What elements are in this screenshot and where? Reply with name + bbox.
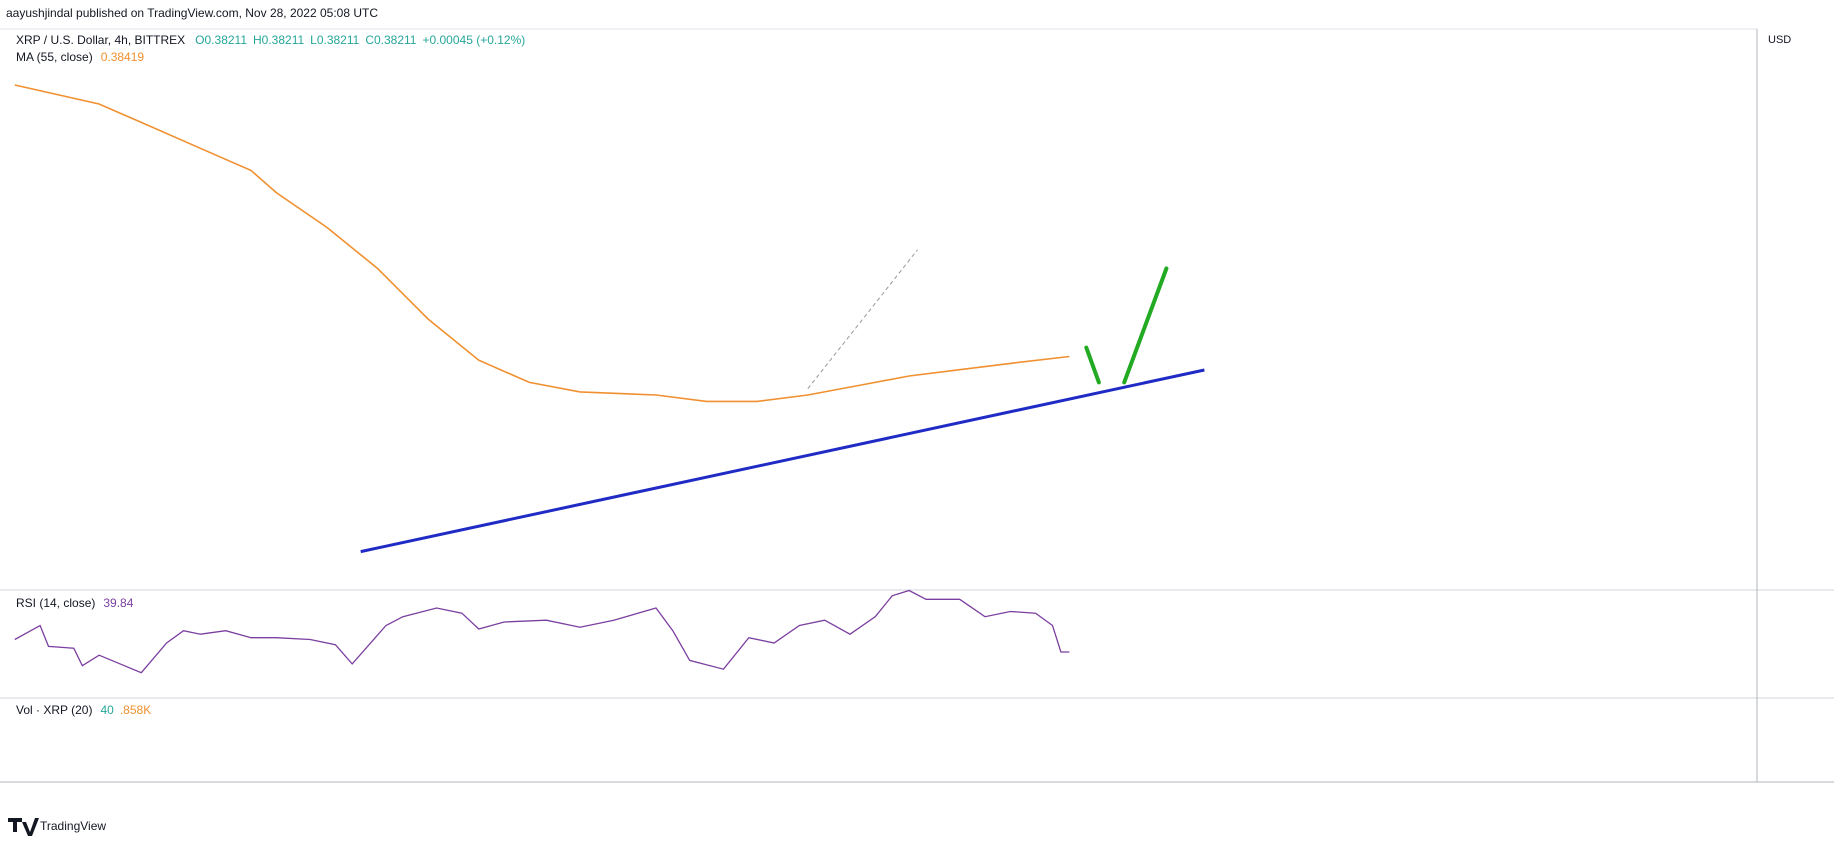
volume-ma-last: .858K	[120, 703, 151, 717]
ma-last: 0.38419	[101, 50, 145, 64]
rsi-pane	[0, 593, 1757, 698]
published-note: aayushjindal published on TradingView.co…	[6, 6, 378, 20]
logo-icon	[8, 818, 39, 836]
ma-legend: MA (55, close) 0.38419	[16, 50, 144, 64]
ohlc-open: O0.38211	[195, 33, 247, 47]
projection-arrow	[1122, 266, 1169, 385]
legend-row: XRP / U.S. Dollar, 4h, BITTREX O0.38211 H0…	[16, 33, 525, 47]
plot	[14, 84, 1205, 674]
ma-label: MA (55, close)	[16, 50, 93, 64]
ohlc-change: +0.00045 (+0.12%)	[422, 33, 525, 47]
brand-name: TradingView	[40, 819, 106, 833]
currency: USD	[1768, 34, 1791, 46]
projection-arrow	[1084, 345, 1101, 385]
volume-last: 40	[100, 703, 114, 717]
rsi-last: 39.84	[103, 596, 133, 610]
volume-label: Vol · XRP (20)	[16, 703, 92, 717]
brand-logo: TradingView	[8, 818, 106, 836]
ma-line	[14, 84, 1070, 403]
fib-connector	[807, 249, 918, 390]
ohlc-high: H0.38211	[253, 33, 304, 47]
rsi-line	[14, 589, 1070, 674]
trendline	[360, 368, 1205, 554]
rsi-label: RSI (14, close)	[16, 596, 95, 610]
ohlc-low: L0.38211	[310, 33, 359, 47]
ohlc-close: C0.38211	[365, 33, 416, 47]
volume-legend: Vol · XRP (20) 40 .858K	[16, 703, 151, 717]
symbol-title: XRP / U.S. Dollar, 4h, BITTREX	[16, 33, 185, 47]
rsi-legend: RSI (14, close) 39.84	[16, 596, 134, 610]
